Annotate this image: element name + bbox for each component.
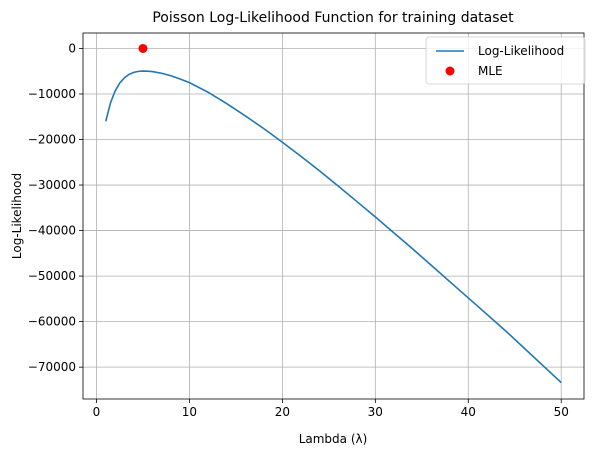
- x-tick-label: 0: [93, 405, 101, 419]
- x-tick-label: 50: [554, 405, 569, 419]
- legend-box: [425, 36, 586, 85]
- y-tick-label: −20000: [28, 133, 76, 147]
- x-tick-label: 20: [275, 405, 290, 419]
- y-tick-label: −70000: [28, 360, 76, 374]
- y-tick-label: −30000: [28, 178, 76, 192]
- mle-point: [138, 43, 148, 53]
- y-axis-label: Log-Likelihood: [10, 173, 24, 259]
- x-tick-label: 30: [368, 405, 383, 419]
- x-tick-label: 10: [182, 405, 197, 419]
- plot-frame: [82, 32, 585, 400]
- x-tick-label: 40: [461, 405, 476, 419]
- y-tick-label: −60000: [28, 315, 76, 329]
- axis-ticks: 0 10 20 30 40 50 0 −10000 −20000 −30000 −40000 −500…: [28, 41, 569, 419]
- y-tick-label: 0: [68, 41, 76, 55]
- legend-mle-swatch: [445, 66, 455, 76]
- y-tick-label: −50000: [28, 269, 76, 283]
- grid: [83, 33, 584, 399]
- chart-title: Poisson Log-Likelihood Function for trai…: [152, 10, 514, 26]
- legend-label-mle: MLE: [478, 64, 503, 78]
- log-likelihood-line: [104, 70, 562, 384]
- y-tick-label: −40000: [28, 224, 76, 238]
- legend-label-log-likelihood: Log-Likelihood: [478, 44, 564, 58]
- y-tick-label: −10000: [28, 87, 76, 101]
- x-axis-label: Lambda (λ): [299, 432, 368, 446]
- mle-points: [138, 43, 148, 53]
- legend: Log-Likelihood MLE: [425, 36, 586, 85]
